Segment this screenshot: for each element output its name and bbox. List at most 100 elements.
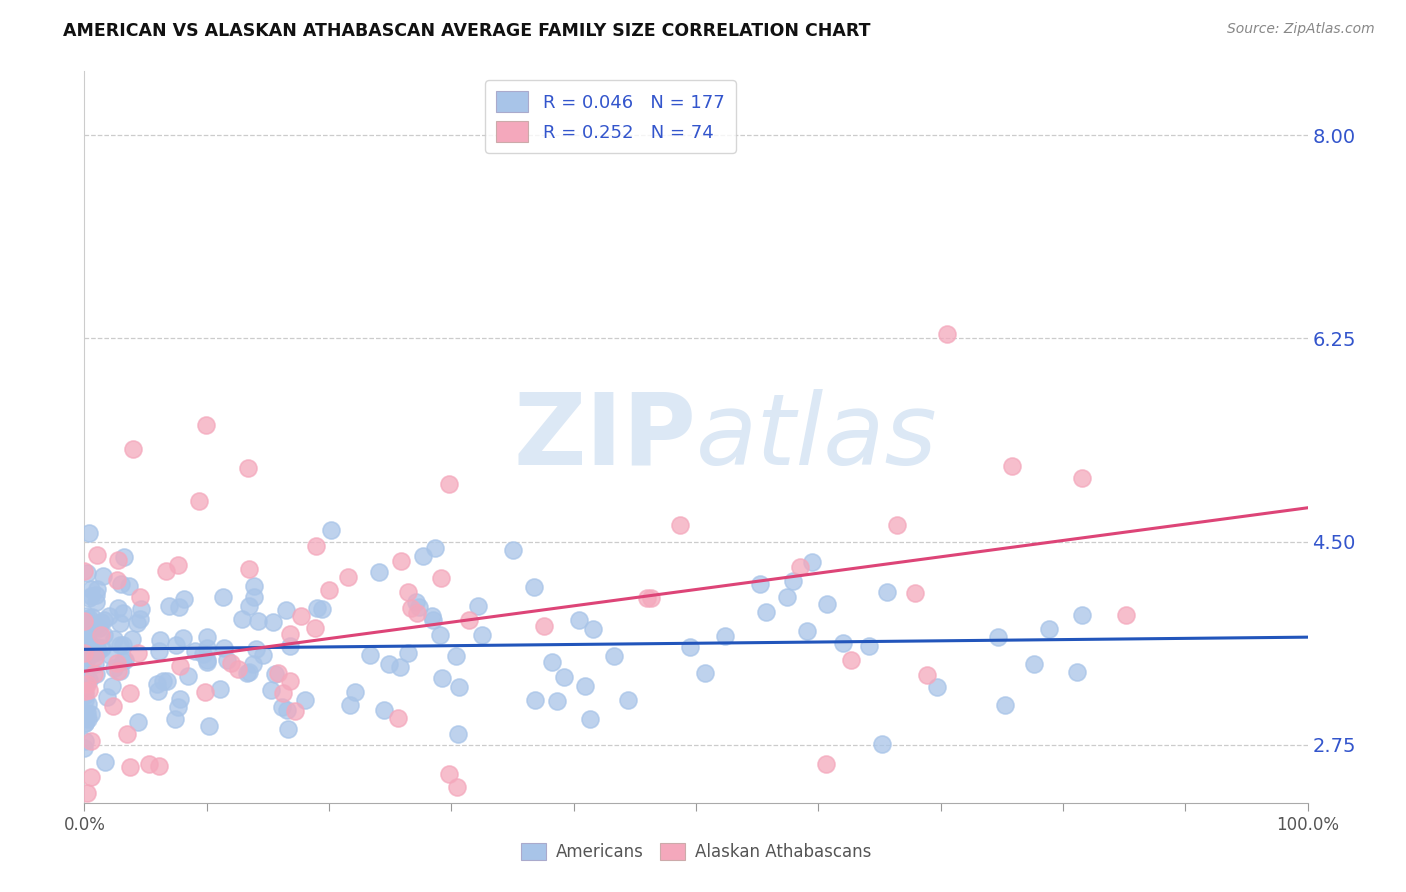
Point (209, 854, 232, 868)
Point (319, 523, 342, 537)
Point (75, 819, 97, 833)
Point (927, 680, 949, 694)
Point (75, 710, 97, 724)
Point (236, 666, 259, 681)
Point (165, 638, 187, 652)
Point (457, 613, 479, 627)
Point (420, 608, 443, 623)
Point (238, 562, 260, 576)
Point (108, 639, 131, 653)
Point (77, 634, 100, 648)
Point (449, 680, 471, 694)
Point (246, 614, 269, 628)
Point (129, 591, 152, 605)
Point (195, 640, 218, 655)
Point (280, 674, 302, 689)
Point (73, 688, 96, 702)
Point (84, 595, 107, 609)
Point (80, 582, 103, 597)
Point (396, 585, 419, 599)
Point (579, 712, 602, 726)
Point (277, 722, 299, 736)
Point (83, 667, 105, 681)
Point (467, 599, 489, 614)
Point (127, 646, 149, 660)
Point (73, 740, 96, 755)
Point (169, 659, 191, 673)
Point (84, 657, 107, 671)
Point (127, 715, 149, 730)
Point (122, 442, 145, 456)
Point (73, 627, 96, 641)
Point (83, 646, 105, 660)
Point (146, 684, 169, 698)
Point (75, 614, 97, 628)
Point (107, 553, 129, 567)
Point (194, 684, 217, 698)
Point (270, 700, 292, 714)
Point (1022, 657, 1045, 671)
Point (446, 780, 468, 794)
Point (259, 682, 281, 697)
Point (86, 582, 108, 596)
Point (84, 649, 107, 664)
Point (84, 588, 107, 602)
Point (184, 644, 207, 658)
Point (76, 677, 98, 691)
Point (152, 673, 174, 688)
Point (215, 652, 238, 666)
Point (262, 615, 284, 629)
Point (155, 565, 177, 579)
Point (105, 656, 128, 670)
Point (1066, 665, 1088, 679)
Point (904, 586, 927, 600)
Point (194, 417, 217, 432)
Point (156, 673, 179, 688)
Point (668, 518, 690, 533)
Point (165, 712, 187, 726)
Point (148, 643, 170, 657)
Point (93, 628, 115, 642)
Point (79, 706, 101, 721)
Point (839, 653, 862, 667)
Point (73, 667, 96, 681)
Point (800, 555, 823, 569)
Point (1115, 608, 1137, 623)
Point (190, 827, 212, 841)
Point (73, 715, 96, 730)
Point (90, 615, 112, 629)
Point (373, 703, 395, 717)
Point (533, 619, 555, 633)
Point (425, 541, 447, 555)
Point (405, 595, 427, 609)
Point (121, 632, 143, 646)
Point (173, 591, 195, 606)
Point (603, 648, 626, 663)
Point (284, 704, 307, 718)
Point (582, 622, 605, 636)
Point (98, 648, 121, 663)
Point (636, 591, 658, 605)
Point (387, 711, 409, 725)
Point (264, 666, 287, 681)
Point (987, 630, 1010, 644)
Point (776, 590, 799, 604)
Point (389, 553, 412, 567)
Point (118, 686, 141, 700)
Point (915, 668, 938, 682)
Point (103, 661, 125, 675)
Point (76, 706, 98, 720)
Point (274, 603, 297, 617)
Point (80, 589, 103, 603)
Point (77, 611, 100, 625)
Point (1071, 608, 1094, 623)
Point (231, 612, 253, 626)
Point (444, 648, 467, 663)
Point (80, 610, 103, 624)
Point (77, 526, 100, 541)
Point (172, 631, 194, 645)
Point (118, 760, 141, 774)
Point (195, 630, 218, 644)
Point (389, 660, 412, 674)
Point (245, 642, 267, 657)
